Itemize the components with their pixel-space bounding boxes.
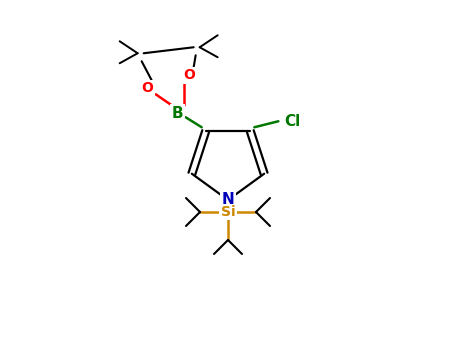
Text: N: N <box>222 193 234 208</box>
Text: Si: Si <box>221 205 235 219</box>
Text: B: B <box>172 106 183 121</box>
Text: Cl: Cl <box>284 114 300 129</box>
Text: O: O <box>142 81 154 95</box>
Text: O: O <box>184 68 196 82</box>
